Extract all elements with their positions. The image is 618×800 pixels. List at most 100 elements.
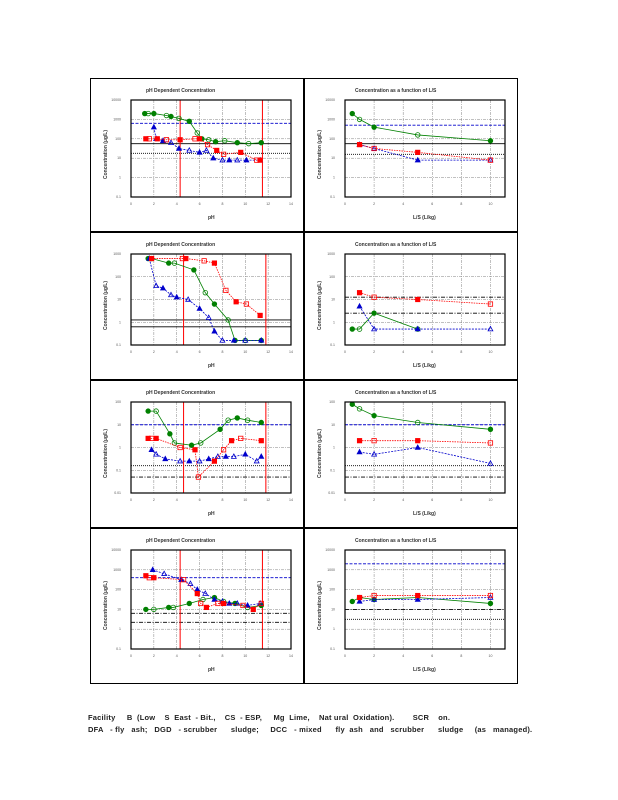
data-point-dcc bbox=[371, 592, 377, 599]
chart-title: Concentration as a function of L/S bbox=[355, 390, 437, 396]
x-axis-label: pH bbox=[208, 667, 215, 673]
x-axis-label: L/S (L/kg) bbox=[413, 667, 436, 673]
y-tick-label: 1000 bbox=[113, 252, 121, 256]
y-tick-label: 10 bbox=[117, 423, 121, 427]
data-point-dgd bbox=[356, 302, 363, 309]
figure-caption-line-2: DFA - fly ash; DGD - scrubber sludge; DC… bbox=[88, 725, 533, 734]
data-point-dgd bbox=[161, 570, 168, 576]
data-point-dcc bbox=[148, 255, 155, 262]
data-point-dcc bbox=[356, 290, 363, 296]
data-point-dfa bbox=[415, 132, 421, 138]
x-tick-label: 0 bbox=[344, 350, 346, 354]
data-point-dgd bbox=[258, 453, 265, 459]
x-tick-label: 6 bbox=[431, 498, 433, 502]
y-tick-label: 1000 bbox=[113, 568, 121, 572]
data-point-dfa bbox=[170, 604, 176, 611]
data-point-dcc bbox=[211, 260, 218, 266]
x-tick-label: 0 bbox=[344, 654, 346, 658]
data-point-dfa bbox=[188, 442, 195, 448]
data-point-dgd bbox=[230, 337, 237, 343]
x-tick-label: 2 bbox=[373, 498, 375, 502]
x-tick-label: 4 bbox=[176, 202, 178, 206]
data-point-dfa bbox=[212, 139, 219, 145]
chart-svg: 0 2 4 6 8 10 12 14 0.1 1 10 100 1000 10000 bbox=[111, 548, 293, 658]
x-tick-label: 2 bbox=[373, 654, 375, 658]
data-point-dfa bbox=[153, 408, 159, 414]
data-point-dfa bbox=[143, 606, 149, 613]
x-tick-label: 4 bbox=[402, 350, 404, 354]
x-tick-label: 4 bbox=[176, 498, 178, 502]
data-point-dfa bbox=[186, 600, 192, 607]
chart-panel-row1-ph: pH Dependent Concentration Concentration … bbox=[90, 78, 304, 232]
y-tick-label: 10 bbox=[117, 298, 121, 302]
x-axis-label: L/S (L/kg) bbox=[413, 511, 436, 517]
x-tick-label: 8 bbox=[460, 654, 462, 658]
series-line-dcc bbox=[359, 440, 491, 444]
data-point-dgd bbox=[242, 337, 249, 343]
data-point-dgd bbox=[177, 457, 184, 464]
y-tick-label: 0.1 bbox=[330, 647, 335, 651]
data-point-dgd bbox=[234, 600, 241, 606]
data-point-dgd bbox=[162, 455, 169, 462]
x-tick-label: 6 bbox=[199, 498, 201, 502]
plot-frame bbox=[344, 253, 506, 346]
data-point-dfa bbox=[349, 401, 355, 407]
chart-title: pH Dependent Concentration bbox=[146, 242, 216, 248]
x-tick-label: 6 bbox=[431, 202, 433, 206]
plot-frame bbox=[344, 401, 506, 494]
data-point-dgd bbox=[202, 590, 209, 596]
data-point-dcc bbox=[258, 438, 264, 444]
plot-frame bbox=[130, 253, 292, 346]
y-tick-label: 1 bbox=[333, 627, 335, 631]
data-point-dgd bbox=[242, 450, 249, 457]
x-axis-label: pH bbox=[208, 363, 215, 369]
data-point-dfa bbox=[211, 301, 218, 307]
data-point-dfa bbox=[222, 138, 228, 144]
data-point-dcc bbox=[240, 602, 246, 609]
data-point-dcc bbox=[192, 447, 198, 453]
data-point-dgd bbox=[234, 156, 241, 163]
data-point-dfa bbox=[356, 406, 363, 412]
data-point-dgd bbox=[148, 446, 155, 452]
data-point-dgd bbox=[196, 305, 203, 311]
x-axis-label: L/S (L/kg) bbox=[413, 363, 436, 369]
data-point-dcc bbox=[238, 149, 244, 155]
chart-svg: 0 2 4 6 8 10 12 14 0.01 0.1 1 10 100 bbox=[114, 400, 293, 502]
x-tick-label: 10 bbox=[243, 202, 247, 206]
y-tick-label: 1 bbox=[333, 320, 335, 324]
data-point-dcc bbox=[257, 157, 263, 163]
x-tick-label: 0 bbox=[130, 202, 132, 206]
data-point-dgd bbox=[173, 293, 180, 300]
data-point-dfa bbox=[225, 417, 231, 423]
x-tick-label: 8 bbox=[221, 350, 223, 354]
y-tick-label: 10 bbox=[331, 607, 335, 611]
x-tick-label: 12 bbox=[266, 202, 270, 206]
data-point-dfa bbox=[171, 260, 178, 266]
x-tick-label: 2 bbox=[153, 654, 155, 658]
x-axis-label: pH bbox=[208, 511, 215, 517]
y-tick-label: 1 bbox=[333, 176, 335, 180]
x-tick-label: 8 bbox=[221, 654, 223, 658]
data-point-dcc bbox=[143, 136, 149, 142]
x-tick-label: 14 bbox=[289, 202, 293, 206]
y-tick-label: 1 bbox=[333, 446, 335, 450]
x-tick-label: 10 bbox=[243, 350, 247, 354]
data-point-dcc bbox=[151, 575, 157, 581]
series-line-dgd bbox=[359, 597, 491, 602]
y-tick-label: 1000 bbox=[113, 117, 121, 121]
data-point-dgd bbox=[187, 580, 194, 586]
x-tick-label: 10 bbox=[489, 202, 493, 206]
data-point-dgd bbox=[203, 147, 210, 153]
data-point-dcc bbox=[371, 294, 377, 300]
chart-title: pH Dependent Concentration bbox=[146, 390, 216, 396]
x-tick-label: 10 bbox=[489, 498, 493, 502]
data-point-dgd bbox=[149, 566, 156, 572]
data-point-dcc bbox=[487, 440, 494, 446]
x-tick-label: 0 bbox=[344, 202, 346, 206]
data-point-dfa bbox=[349, 110, 355, 117]
data-point-dcc bbox=[356, 438, 363, 444]
chart-title: pH Dependent Concentration bbox=[146, 538, 216, 544]
x-tick-label: 4 bbox=[402, 654, 404, 658]
y-tick-label: 100 bbox=[329, 275, 335, 279]
x-tick-label: 2 bbox=[153, 498, 155, 502]
